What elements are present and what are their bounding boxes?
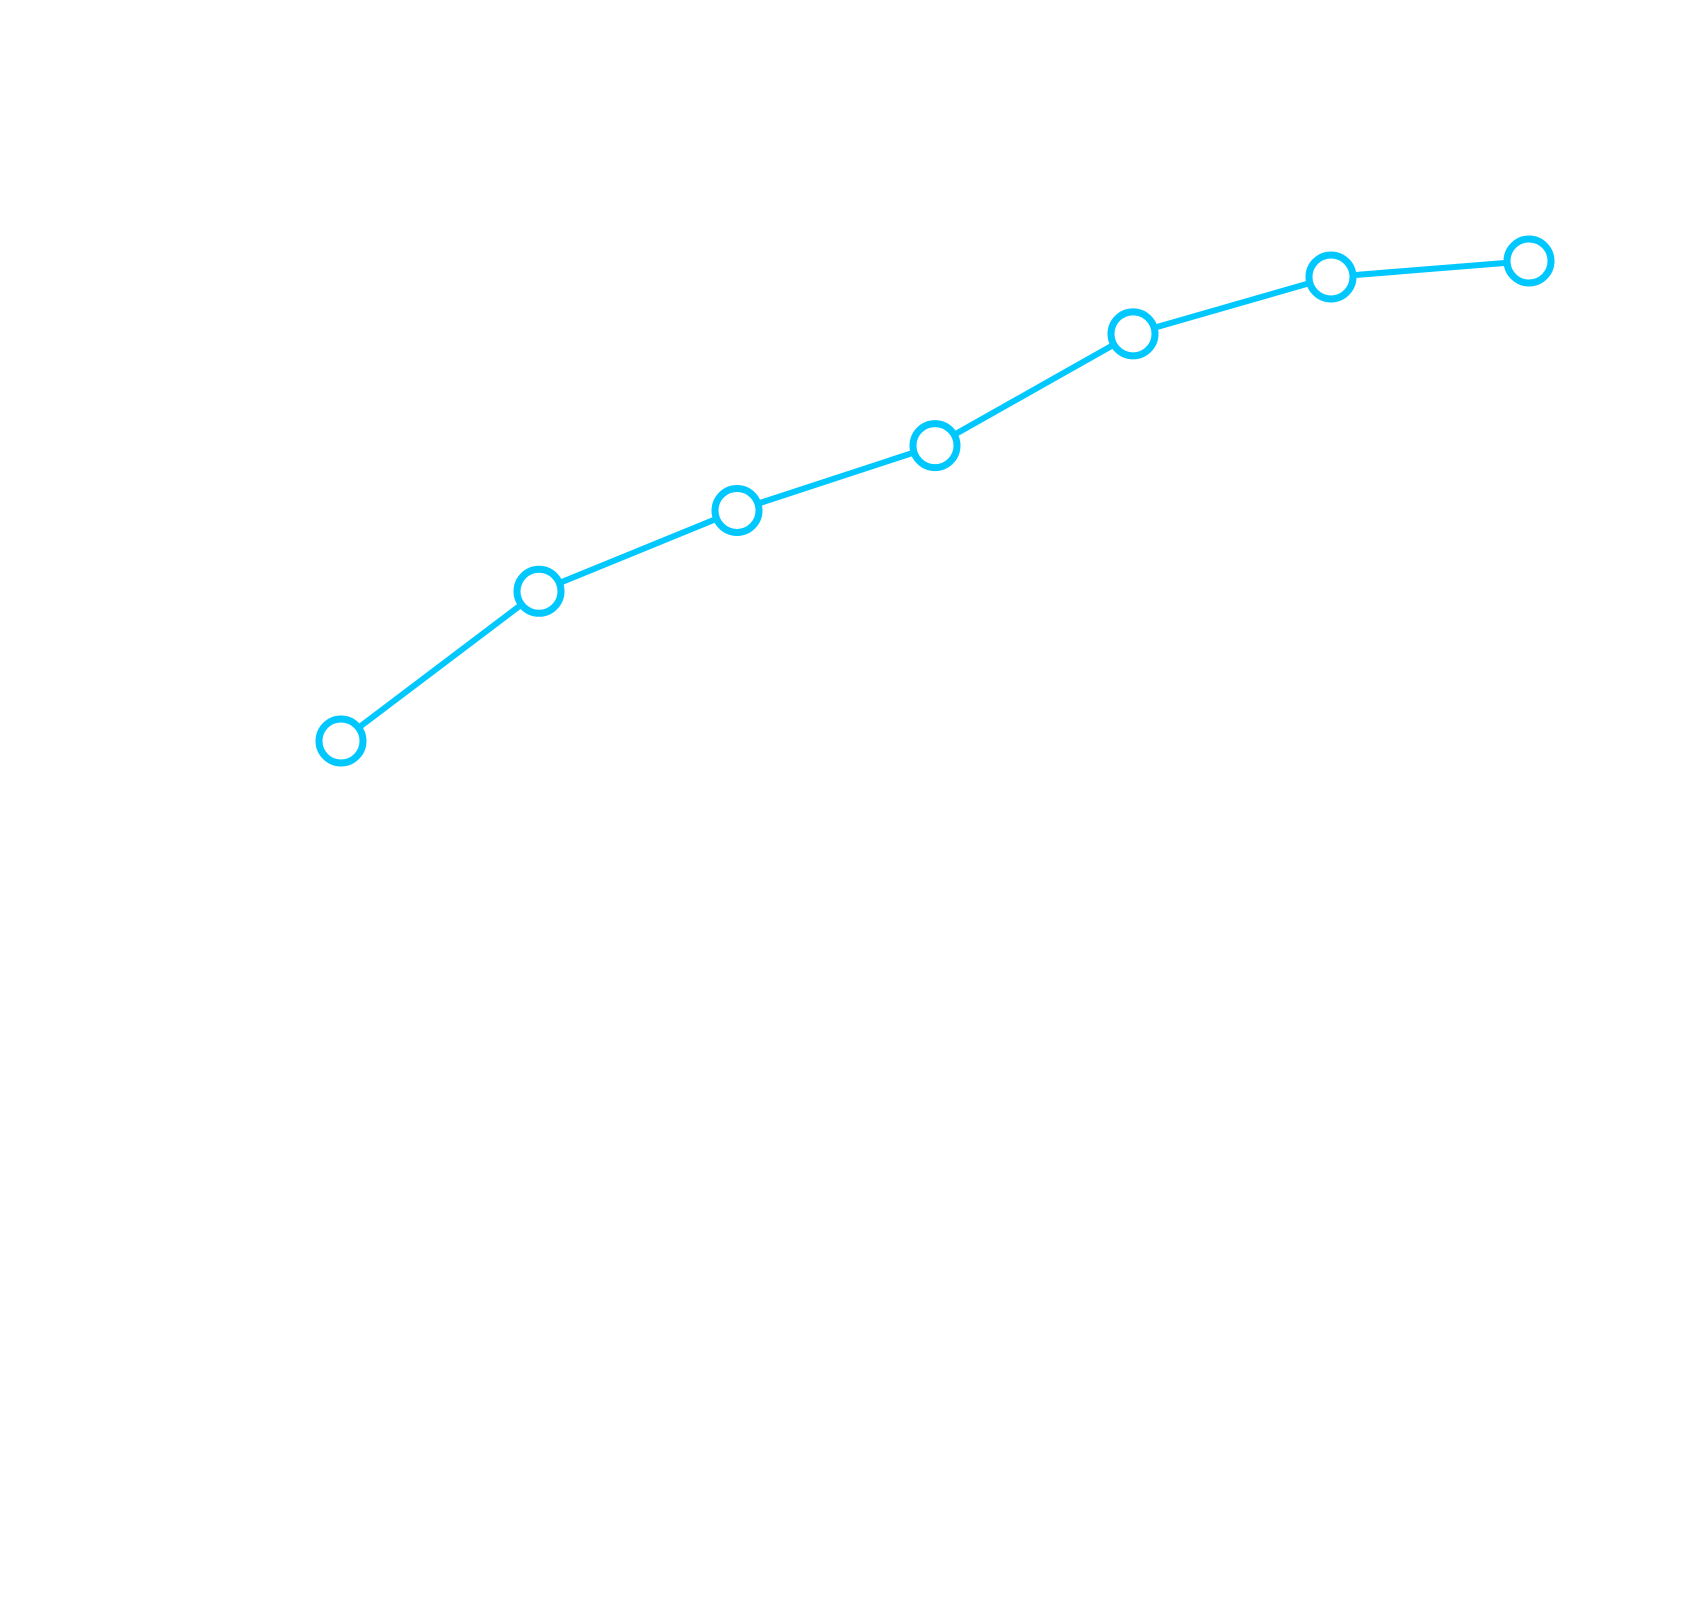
series-line bbox=[339, 258, 1530, 744]
series-lines bbox=[339, 258, 1530, 744]
data-point-5 bbox=[1107, 308, 1159, 360]
data-point-1 bbox=[315, 715, 367, 767]
data-point-7 bbox=[1503, 235, 1555, 287]
data-point-2 bbox=[513, 565, 565, 617]
data-point-3 bbox=[711, 484, 763, 536]
data-point-6 bbox=[1305, 251, 1357, 303]
series-points bbox=[315, 235, 1555, 767]
data-point-4 bbox=[909, 420, 961, 472]
